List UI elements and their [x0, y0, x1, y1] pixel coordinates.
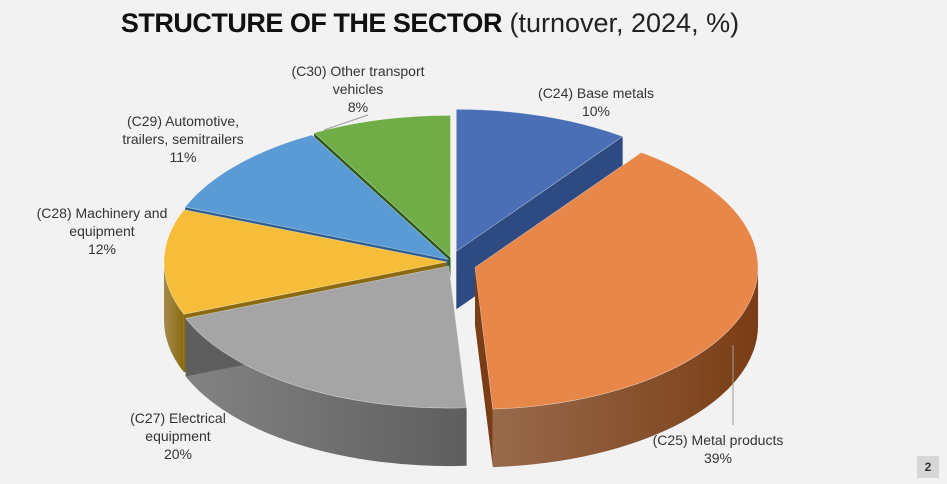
- slice-label: (C28) Machinery and equipment 12%: [37, 205, 168, 257]
- pie-slice-top: [184, 134, 450, 260]
- chart-title-subtitle: (turnover, 2024, %): [509, 8, 740, 38]
- pie-slice-rim: [185, 318, 467, 467]
- pie-slice-top: [313, 115, 451, 259]
- pie-slice-top: [456, 109, 624, 252]
- pie-slice-rim: [164, 262, 184, 373]
- slice-label: (C27) Electrical equipment 20%: [130, 410, 226, 462]
- chart-title-main: STRUCTURE OF THE SECTOR: [120, 8, 503, 38]
- page-number-badge: 2: [917, 456, 939, 478]
- slice-label: (C25) Metal products 39%: [653, 432, 784, 466]
- pie-slice: [185, 265, 467, 467]
- pie-slice-top: [163, 209, 448, 315]
- slice-label: (C29) Automotive, trailers, semitrailers 1…: [122, 113, 243, 165]
- slice-label: (C30) Other transport vehicles 8%: [291, 63, 424, 115]
- slice-label: (C24) Base metals 10%: [538, 85, 654, 119]
- label-leader-line: [323, 114, 369, 131]
- pie-slice-top: [474, 152, 759, 410]
- pie-slice-top: [185, 265, 467, 409]
- pie-slice-wall: [475, 267, 493, 468]
- pie-slice: [474, 152, 759, 468]
- pie-slice-rim: [492, 267, 759, 468]
- chart-title: STRUCTURE OF THE SECTOR (turnover, 2024,…: [0, 8, 860, 39]
